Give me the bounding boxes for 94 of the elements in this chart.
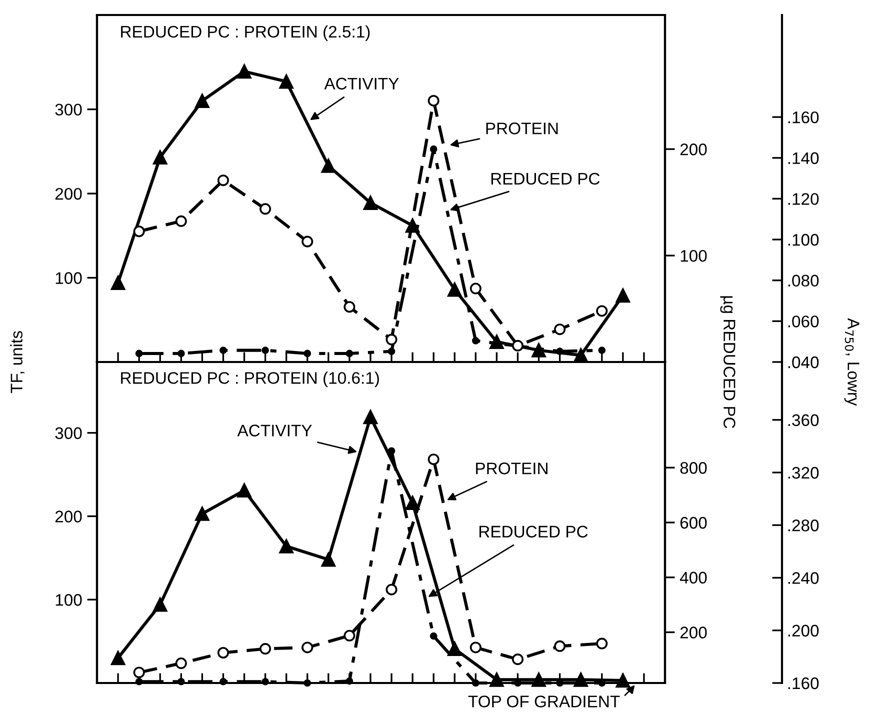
y-tick-label: 100: [56, 272, 82, 284]
point: [490, 334, 504, 349]
point: [260, 203, 272, 215]
point: [344, 301, 356, 313]
y2-tick-label: 100: [680, 250, 707, 262]
annotation: PROTEIN: [476, 462, 548, 474]
text: REDUCED PC : PROTEIN (10.6:1): [121, 372, 379, 388]
point: [447, 282, 462, 297]
point: [260, 643, 272, 655]
y2-tick-label: 200: [680, 144, 707, 156]
text: REDUCED PC : PROTEIN (2.5:1): [121, 25, 370, 41]
point: [175, 215, 187, 227]
point: [554, 640, 566, 652]
point: [470, 642, 482, 654]
point: [135, 350, 143, 358]
y-tick-label: 200: [55, 188, 82, 200]
point: [110, 276, 126, 290]
point: [302, 236, 314, 248]
y3-tick-label: .120: [788, 193, 819, 205]
point: [386, 334, 398, 346]
point: [262, 346, 269, 354]
y3-tick-label: .240: [788, 572, 819, 584]
point: [388, 447, 396, 455]
y-tick-label: 200: [55, 510, 82, 522]
point: [279, 539, 294, 554]
point: [386, 584, 398, 596]
point: [430, 632, 438, 640]
annotation: REDUCED PC: [491, 172, 600, 185]
y3-tick-label: .200: [788, 624, 819, 637]
y3-tick-label: .100: [788, 234, 819, 246]
point: [152, 597, 168, 612]
point: [133, 226, 145, 238]
y2-tick-label: 600: [680, 516, 707, 529]
y3-tick-label: .040: [788, 356, 819, 368]
y2-tick-label: 800: [680, 462, 707, 474]
point: [321, 552, 336, 567]
y3-tick-label: .280: [788, 520, 819, 532]
point: [279, 74, 294, 89]
y-tick-label: 300: [55, 104, 82, 116]
point: [302, 642, 314, 654]
y-tick-label: 100: [56, 594, 82, 606]
point: [220, 346, 227, 354]
point: [304, 350, 312, 358]
y3-tick-label: .140: [788, 152, 819, 164]
point: [470, 282, 482, 294]
y3-axis-title: A$_{750}$, Lowry: [844, 318, 860, 406]
point: [195, 506, 210, 521]
point: [152, 150, 168, 164]
point: [195, 94, 210, 108]
point: [596, 638, 608, 650]
point: [175, 658, 187, 670]
point: [363, 196, 378, 210]
point: [512, 340, 524, 352]
y2-tick-label: 400: [680, 572, 707, 584]
annotation: PROTEIN: [486, 122, 558, 134]
point: [133, 666, 145, 678]
y-axis-title: TF, units: [10, 331, 24, 394]
y2-axis-title: µg REDUCED PC: [720, 296, 736, 428]
point: [237, 483, 252, 498]
y3-tick-label: .060: [788, 316, 819, 328]
point: [596, 305, 608, 317]
y3-tick-label: .160: [788, 111, 819, 124]
y-tick-label: 300: [55, 427, 82, 440]
point: [110, 650, 126, 666]
point: [217, 646, 229, 659]
y3-tick-label: .160: [788, 677, 819, 690]
point: [217, 174, 229, 186]
point: [405, 496, 420, 510]
point: [237, 64, 252, 79]
point: [321, 158, 336, 173]
point: [598, 346, 606, 354]
point: [177, 350, 185, 358]
y2-tick-label: 200: [680, 626, 707, 638]
annotation: ACTIVITY: [237, 424, 312, 436]
annotation: ACTIVITY: [324, 78, 399, 90]
y3-tick-label: .320: [788, 466, 819, 479]
point: [388, 348, 396, 356]
text: TOP OF GRADIENT: [468, 696, 620, 708]
point: [447, 642, 462, 656]
annotation: REDUCED PC: [479, 526, 588, 538]
point: [554, 324, 566, 336]
point: [512, 654, 524, 666]
y3-tick-label: .080: [788, 274, 819, 287]
point: [430, 145, 438, 153]
point: [472, 337, 480, 344]
point: [428, 94, 440, 106]
point: [363, 410, 378, 424]
point: [616, 288, 630, 303]
point: [344, 630, 356, 642]
point: [428, 454, 440, 466]
point: [556, 348, 564, 356]
y3-tick-label: .360: [788, 414, 819, 426]
point: [532, 343, 546, 358]
point: [346, 350, 354, 358]
